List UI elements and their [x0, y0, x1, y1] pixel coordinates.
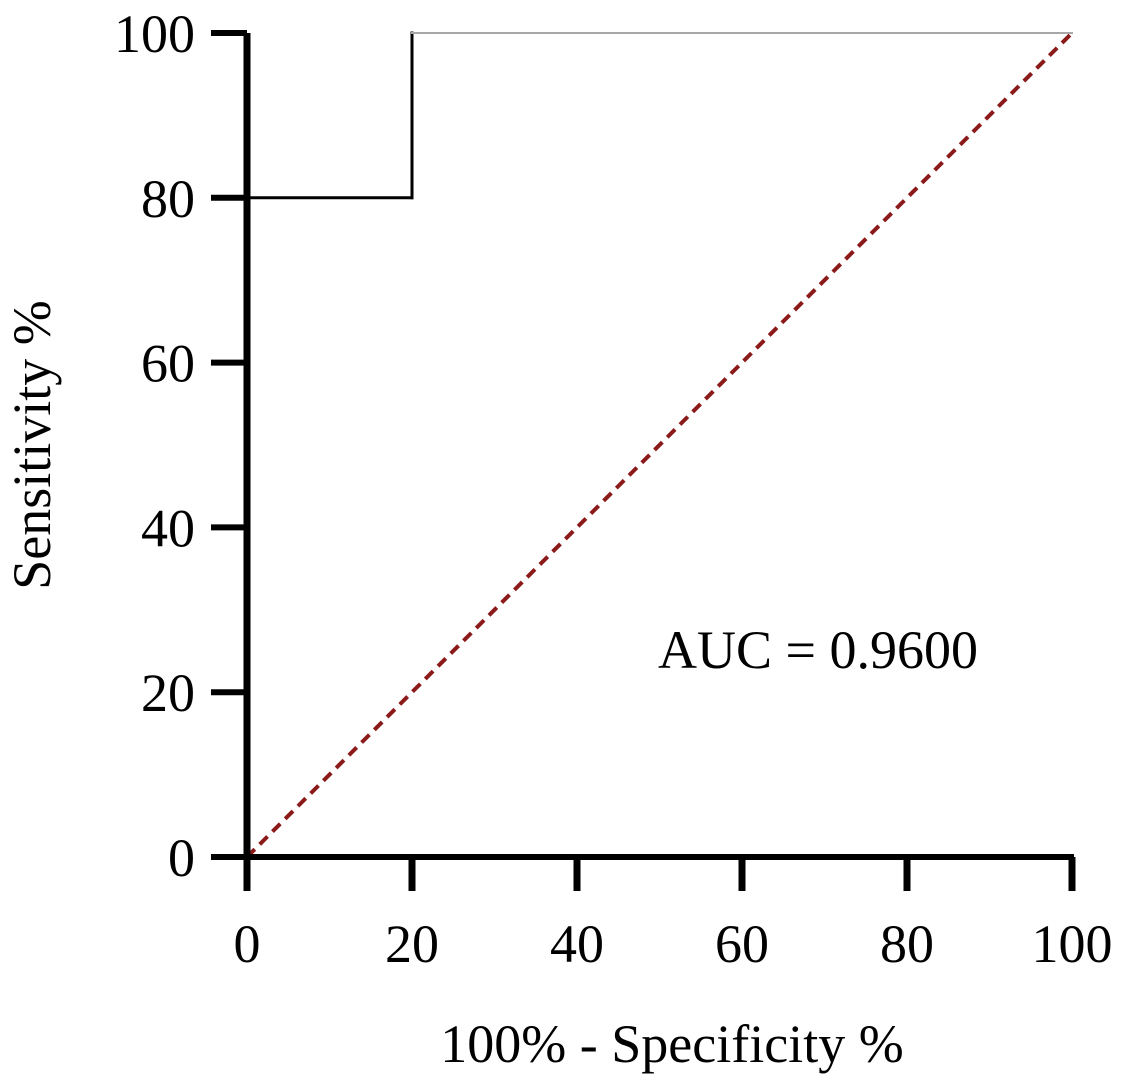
reference-diagonal-line: [245, 31, 1074, 859]
x-tick-label: 20: [385, 914, 439, 974]
y-tick-label: 100: [114, 4, 195, 64]
y-tick-label: 80: [141, 169, 195, 229]
ticks: 0 20 40 60 80 100 0 20 40 60 80 100: [114, 4, 1113, 974]
y-axis-title: Sensitivity %: [2, 300, 62, 590]
x-tick-label: 0: [234, 914, 261, 974]
axes: [243, 33, 1074, 860]
x-tick-label: 60: [715, 914, 769, 974]
auc-annotation: AUC = 0.9600: [658, 620, 978, 680]
y-tick-label: 40: [141, 498, 195, 558]
plot-marks: [245, 31, 1074, 859]
x-tick-label: 40: [550, 914, 604, 974]
x-tick-label: 80: [880, 914, 934, 974]
y-tick-label: 60: [141, 334, 195, 394]
x-tick-label: 100: [1032, 914, 1113, 974]
y-tick-label: 0: [168, 828, 195, 888]
x-axis-title: 100% - Specificity %: [440, 1014, 903, 1074]
y-tick-label: 20: [141, 663, 195, 723]
